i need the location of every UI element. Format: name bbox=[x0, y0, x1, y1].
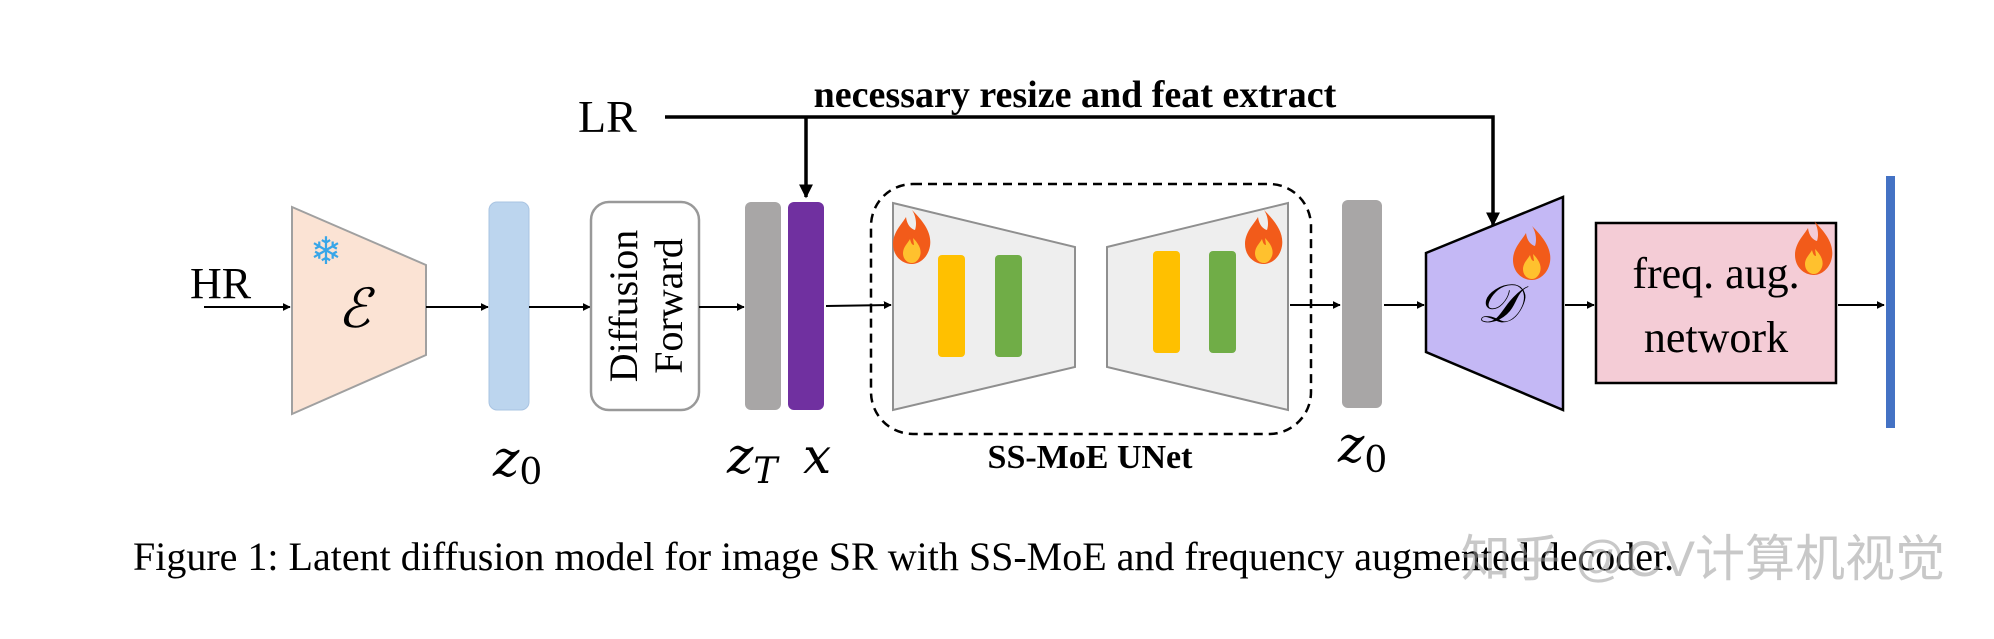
unet-encoder bbox=[892, 201, 1076, 412]
unet-container bbox=[869, 182, 1313, 436]
unet-decoder bbox=[1106, 201, 1289, 412]
figure-caption: Figure 1: Latent diffusion model for ima… bbox=[133, 534, 1674, 579]
zT-label: zT bbox=[726, 427, 780, 492]
freq-network-line1: freq. aug. bbox=[1632, 249, 1799, 298]
diffusion-forward-text: Diffusion Forward bbox=[601, 230, 691, 383]
top-path-label: necessary resize and feat extract bbox=[814, 74, 1337, 116]
x-condition bbox=[788, 202, 824, 410]
snowflake-icon: ❄ bbox=[310, 231, 342, 273]
fire-icon bbox=[1795, 221, 1833, 275]
fire-icon bbox=[1513, 226, 1551, 280]
freq-network-line2: network bbox=[1644, 313, 1788, 362]
encoder-block bbox=[291, 205, 427, 416]
z0-left-label: z0 bbox=[492, 430, 542, 493]
z0-right-label: z0 bbox=[1337, 416, 1387, 481]
zT-latent bbox=[745, 202, 781, 410]
fire-icon bbox=[893, 210, 931, 264]
diffusion-forward-line1: Diffusion bbox=[601, 230, 646, 383]
x-to-unet-arrow bbox=[825, 301, 892, 310]
unet-label: SS-MoE UNet bbox=[988, 439, 1194, 476]
lr-label: LR bbox=[578, 91, 637, 142]
fire-icon bbox=[1245, 210, 1283, 264]
output-sr-image bbox=[1886, 176, 1895, 428]
watermark: 知乎 @CV计算机视觉 bbox=[1461, 531, 1945, 587]
hr-label: HR bbox=[190, 259, 252, 308]
x-label: x bbox=[803, 427, 831, 485]
expert-yellow-left bbox=[938, 255, 965, 357]
expert-green-right bbox=[1209, 251, 1236, 353]
diffusion-forward-line2: Forward bbox=[646, 238, 691, 374]
expert-yellow-right bbox=[1153, 251, 1180, 353]
lr-to-decoder-arrow bbox=[665, 115, 1500, 227]
encoder-symbol: ℰ bbox=[338, 277, 376, 340]
expert-green-left bbox=[995, 255, 1022, 357]
z0-latent-right bbox=[1342, 200, 1382, 408]
z0-latent-left bbox=[488, 201, 530, 411]
